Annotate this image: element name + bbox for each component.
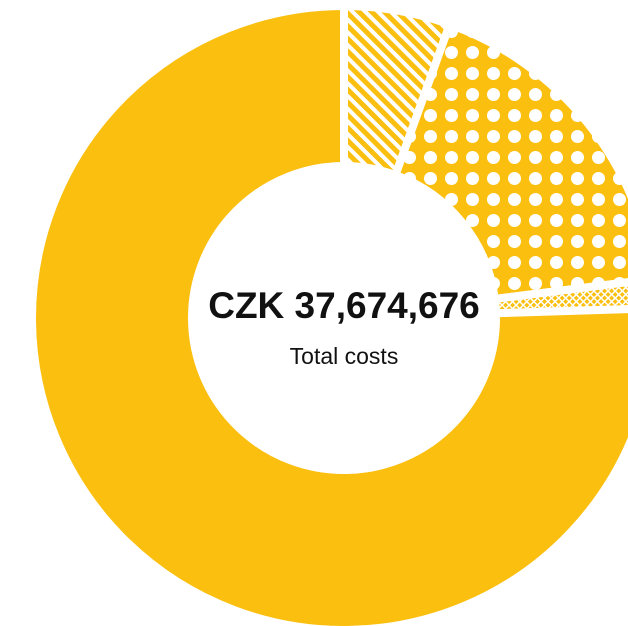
donut — [28, 1, 628, 626]
donut-slice — [28, 1, 628, 626]
donut-slice — [390, 19, 628, 304]
center-label: CZK 37,674,676 — [208, 285, 480, 326]
center-sublabel: Total costs — [290, 343, 399, 369]
